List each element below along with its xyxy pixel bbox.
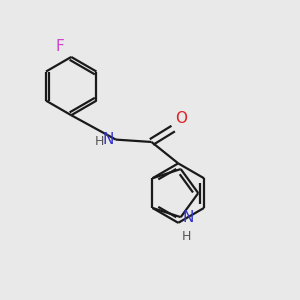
Text: O: O: [176, 111, 188, 126]
Text: H: H: [95, 135, 104, 148]
Text: F: F: [55, 39, 64, 54]
Text: H: H: [182, 230, 192, 243]
Text: N: N: [182, 210, 194, 225]
Text: N: N: [103, 132, 114, 147]
